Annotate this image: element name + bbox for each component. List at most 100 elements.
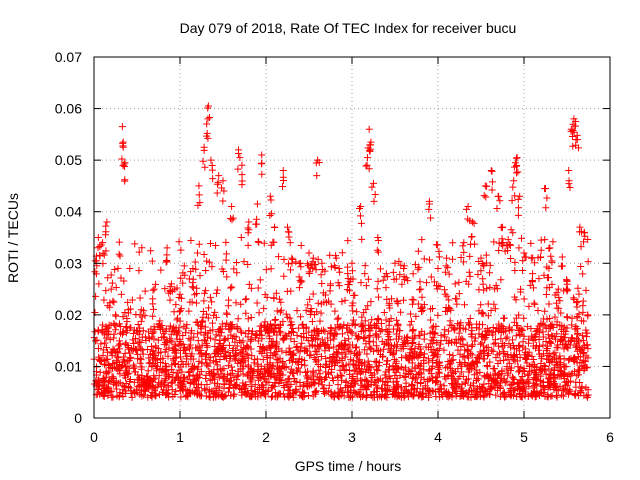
data-point bbox=[220, 372, 228, 380]
data-point bbox=[520, 295, 528, 303]
data-point bbox=[151, 387, 159, 395]
data-point bbox=[476, 348, 484, 356]
data-point bbox=[184, 391, 192, 399]
data-point bbox=[445, 327, 453, 335]
data-point bbox=[416, 278, 424, 286]
data-point bbox=[357, 219, 365, 227]
data-point bbox=[94, 244, 102, 252]
data-point bbox=[326, 251, 334, 259]
data-point bbox=[520, 367, 528, 375]
y-tick-label: 0.06 bbox=[55, 101, 82, 117]
data-point bbox=[333, 315, 341, 323]
data-point bbox=[213, 189, 221, 197]
data-point bbox=[345, 335, 353, 343]
data-point bbox=[374, 236, 382, 244]
data-point bbox=[437, 380, 445, 388]
data-point bbox=[440, 346, 448, 354]
data-point bbox=[143, 372, 151, 380]
data-point bbox=[246, 378, 254, 386]
data-point bbox=[379, 352, 387, 360]
data-point bbox=[162, 258, 170, 266]
data-point bbox=[486, 283, 494, 291]
data-point bbox=[573, 303, 581, 311]
data-point bbox=[542, 290, 550, 298]
data-point bbox=[146, 359, 154, 367]
data-point bbox=[193, 374, 201, 382]
data-point bbox=[445, 361, 453, 369]
data-point bbox=[540, 271, 548, 279]
data-point bbox=[186, 378, 194, 386]
data-point bbox=[176, 317, 184, 325]
data-point bbox=[186, 345, 194, 353]
data-point bbox=[447, 306, 455, 314]
data-point bbox=[241, 390, 249, 398]
data-point bbox=[348, 259, 356, 267]
data-point bbox=[310, 261, 318, 269]
data-point bbox=[409, 352, 417, 360]
data-point bbox=[172, 301, 180, 309]
data-point bbox=[193, 330, 201, 338]
data-point bbox=[130, 344, 138, 352]
data-point bbox=[237, 300, 245, 308]
data-point bbox=[239, 337, 247, 345]
data-point bbox=[258, 382, 266, 390]
data-point bbox=[102, 343, 110, 351]
data-point bbox=[382, 374, 390, 382]
data-point bbox=[257, 327, 265, 335]
data-point bbox=[199, 317, 207, 325]
data-point bbox=[256, 385, 264, 393]
data-point bbox=[495, 320, 503, 328]
data-point bbox=[148, 257, 156, 265]
data-point bbox=[364, 302, 372, 310]
data-point bbox=[392, 359, 400, 367]
data-point bbox=[579, 270, 587, 278]
data-point bbox=[497, 335, 505, 343]
data-point bbox=[518, 385, 526, 393]
data-point bbox=[548, 320, 556, 328]
data-point bbox=[389, 351, 397, 359]
data-point bbox=[357, 376, 365, 384]
data-point bbox=[492, 281, 500, 289]
data-point bbox=[95, 280, 103, 288]
data-point bbox=[252, 220, 260, 228]
data-point bbox=[129, 336, 137, 344]
data-point bbox=[285, 233, 293, 241]
data-point bbox=[224, 388, 232, 396]
data-point bbox=[430, 278, 438, 286]
data-point bbox=[462, 205, 470, 213]
data-point bbox=[322, 291, 330, 299]
data-point bbox=[444, 371, 452, 379]
data-point bbox=[396, 271, 404, 279]
data-point bbox=[118, 155, 126, 163]
data-point bbox=[482, 193, 490, 201]
data-point bbox=[422, 382, 430, 390]
data-point bbox=[212, 349, 220, 357]
data-point bbox=[474, 391, 482, 399]
data-point bbox=[424, 376, 432, 384]
data-point bbox=[102, 287, 110, 295]
data-point bbox=[200, 331, 208, 339]
data-point bbox=[440, 286, 448, 294]
data-point bbox=[203, 129, 211, 137]
data-point bbox=[446, 321, 454, 329]
data-point bbox=[409, 338, 417, 346]
data-point bbox=[361, 375, 369, 383]
data-point bbox=[298, 339, 306, 347]
data-point bbox=[328, 365, 336, 373]
data-point bbox=[330, 335, 338, 343]
data-point bbox=[310, 334, 318, 342]
y-tick-label: 0 bbox=[74, 410, 82, 426]
data-point bbox=[260, 304, 268, 312]
data-point bbox=[198, 359, 206, 367]
data-point bbox=[280, 336, 288, 344]
data-point bbox=[556, 297, 564, 305]
data-point bbox=[549, 355, 557, 363]
data-point bbox=[242, 390, 250, 398]
data-point bbox=[486, 269, 494, 277]
data-point bbox=[190, 364, 198, 372]
data-point bbox=[289, 255, 297, 263]
data-point bbox=[384, 330, 392, 338]
data-point bbox=[165, 344, 173, 352]
data-point bbox=[560, 345, 568, 353]
data-point bbox=[106, 299, 114, 307]
